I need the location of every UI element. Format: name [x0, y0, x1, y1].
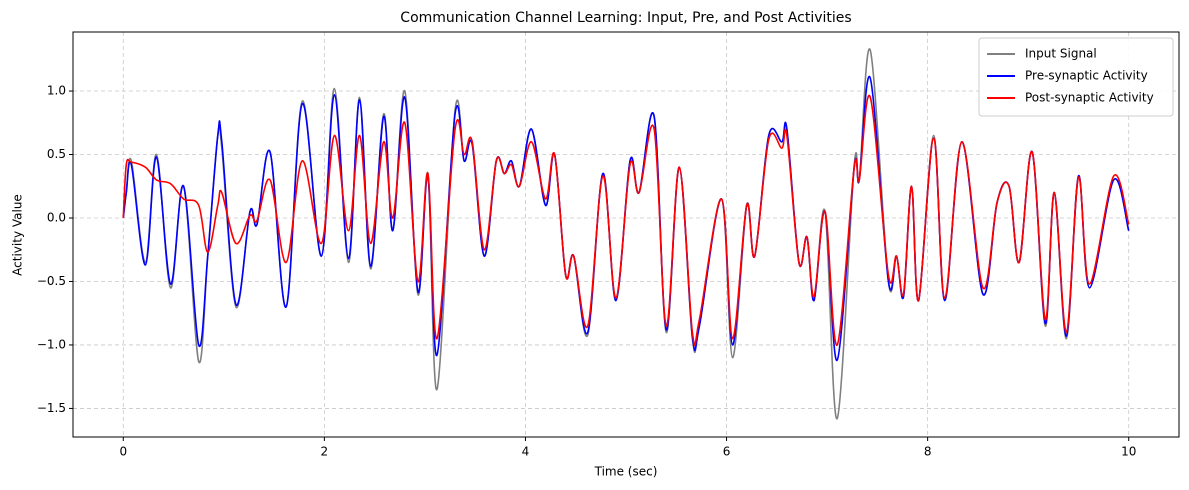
- y-tick-label: 1.0: [47, 84, 66, 98]
- series-line: [122, 75, 1130, 362]
- x-tick-label: 10: [1121, 445, 1136, 459]
- x-tick-label: 0: [119, 445, 127, 459]
- series-line: [122, 94, 1130, 346]
- legend-label: Input Signal: [1025, 47, 1097, 61]
- legend: Input Signal Pre-synaptic Activity Post-sy…: [978, 37, 1174, 117]
- y-tick-label: −1.5: [37, 401, 66, 415]
- legend-box: [978, 37, 1174, 117]
- x-tick-label: 4: [522, 445, 530, 459]
- x-axis-label: Time (sec): [594, 465, 658, 479]
- y-axis-label: Activity Value: [11, 194, 25, 276]
- x-tick-label: 2: [321, 445, 329, 459]
- y-tick-label: −1.0: [37, 337, 66, 351]
- x-tick-label: 6: [723, 445, 731, 459]
- legend-label: Pre-synaptic Activity: [1025, 69, 1148, 83]
- x-tick-label: 8: [924, 445, 932, 459]
- chart-title: Communication Channel Learning: Input, P…: [400, 10, 851, 26]
- y-tick-label: 0.5: [47, 147, 66, 161]
- plot-frame: [72, 31, 1180, 438]
- y-tick-label: −0.5: [37, 274, 66, 288]
- y-tick-label: 0.0: [47, 210, 66, 224]
- series-line: [122, 48, 1130, 420]
- legend-label: Post-synaptic Activity: [1025, 91, 1154, 105]
